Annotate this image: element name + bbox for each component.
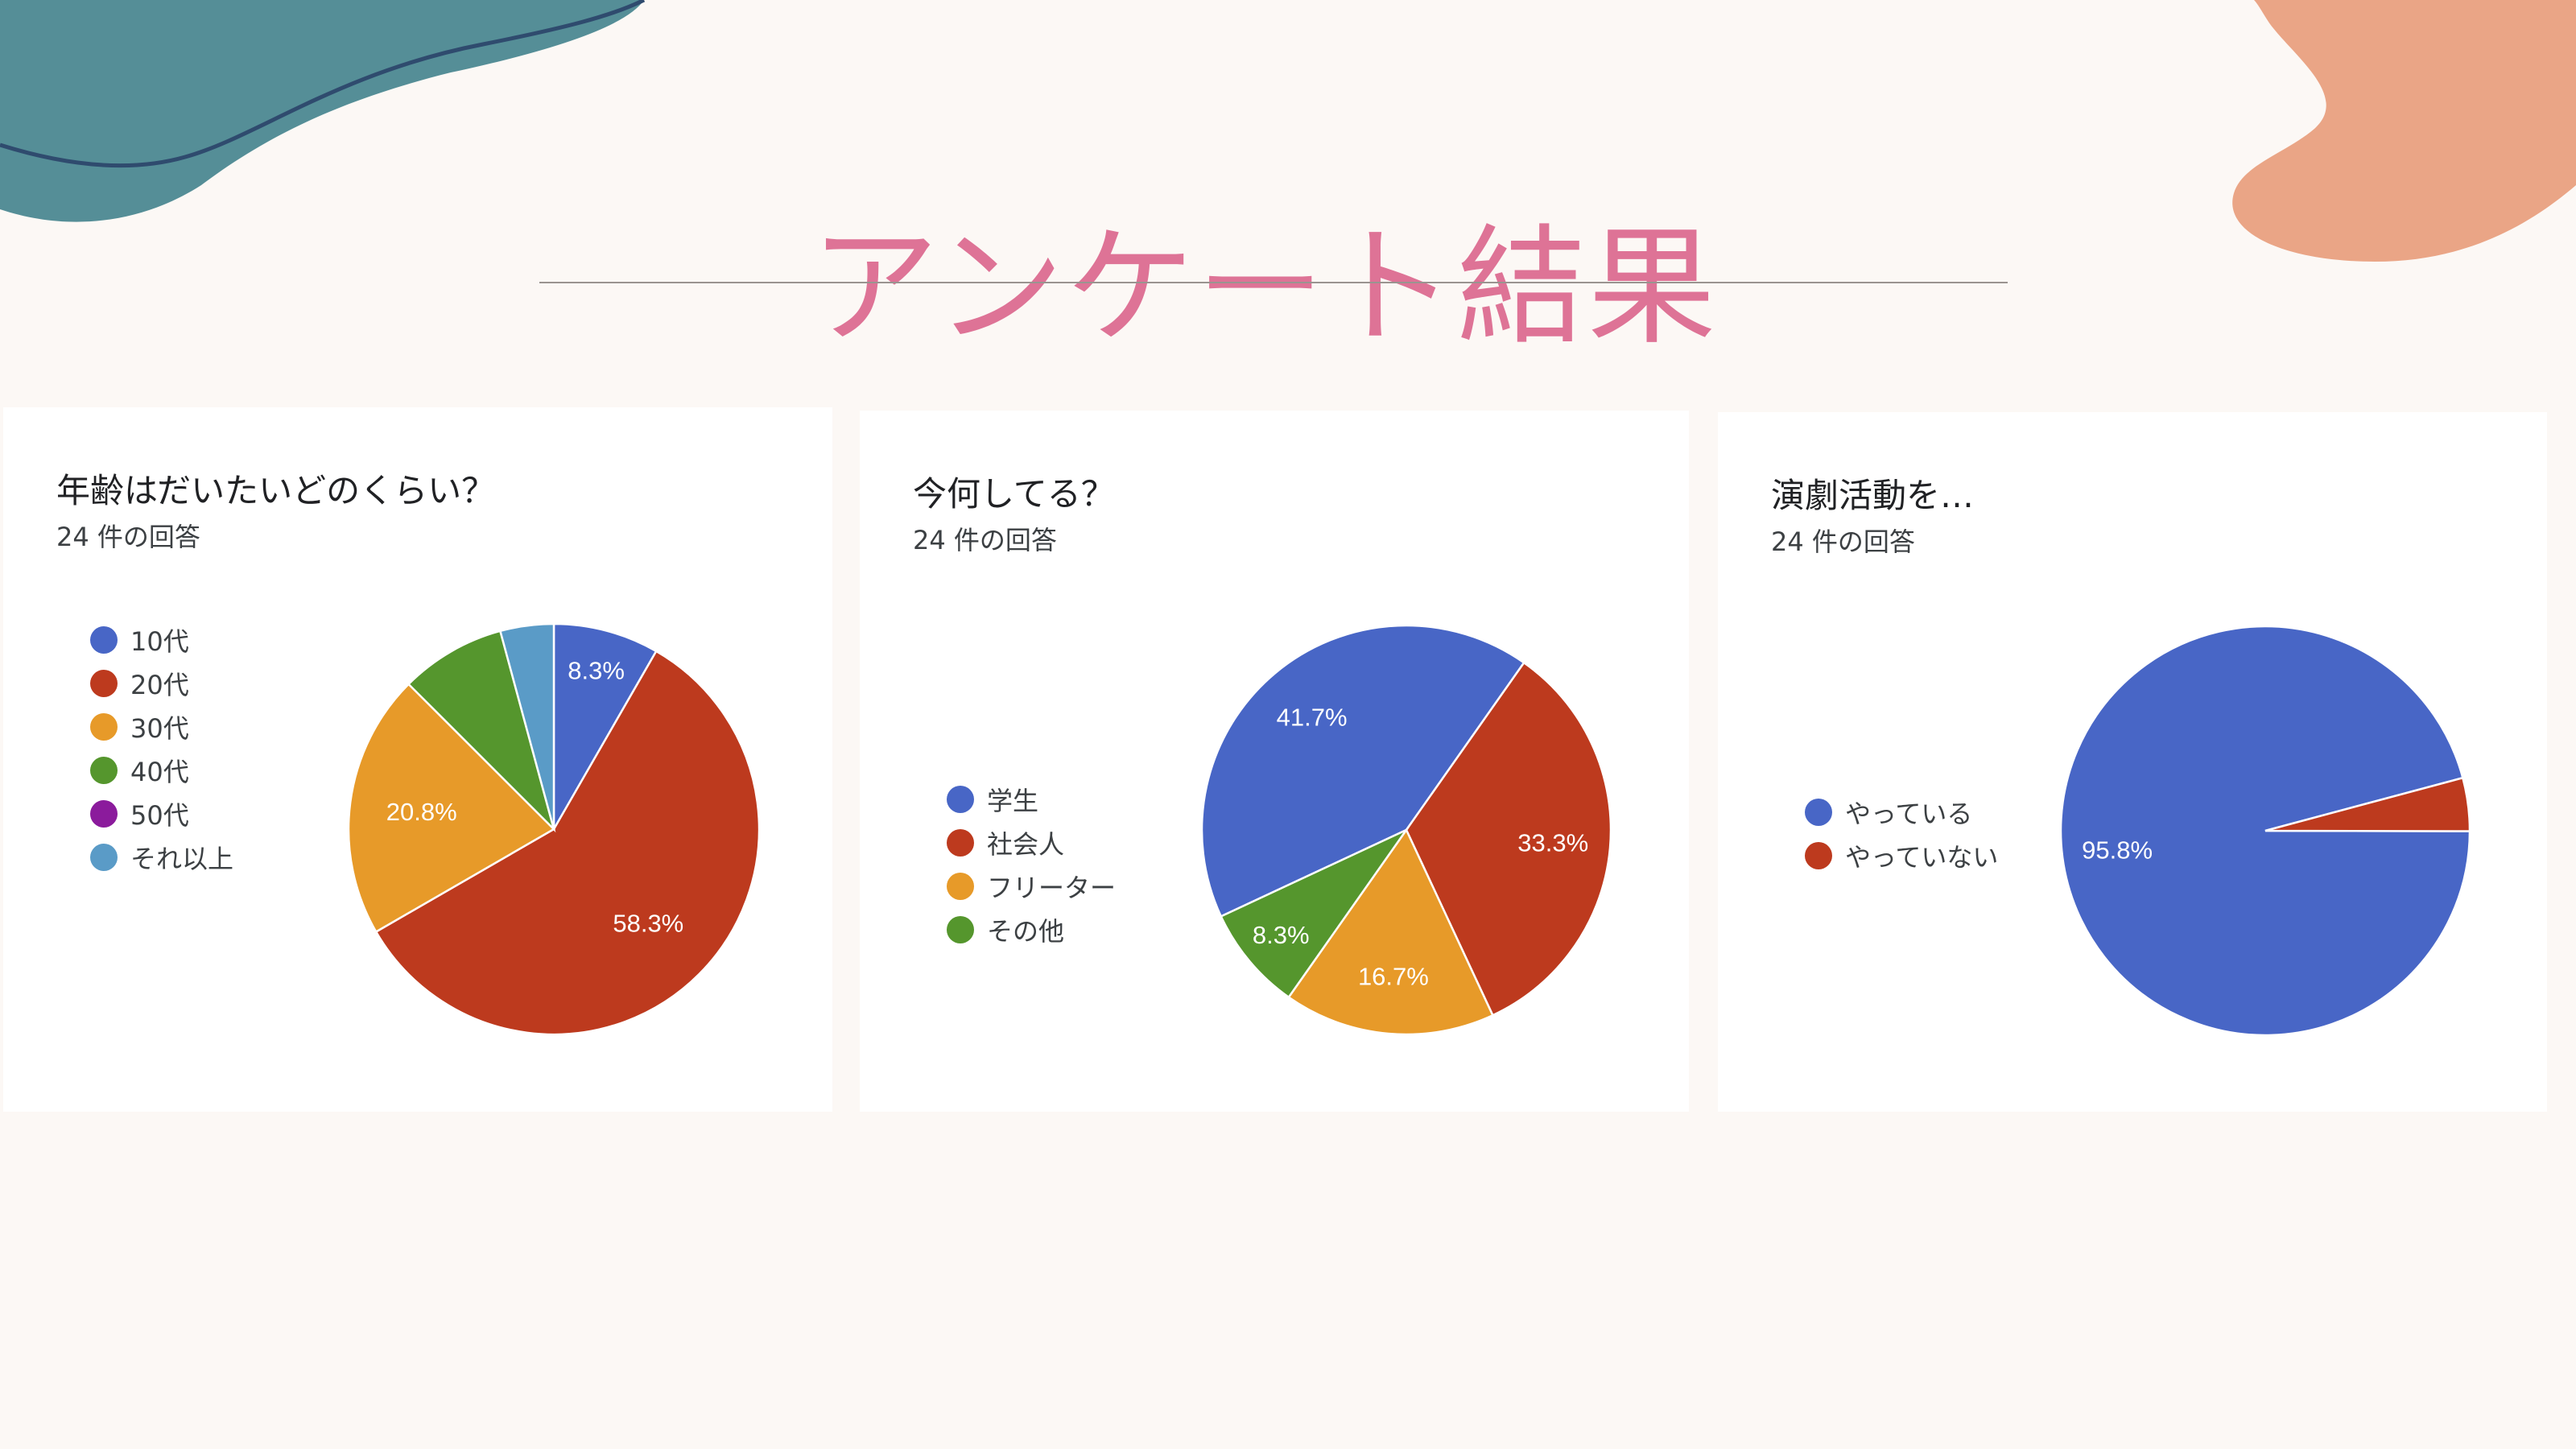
legend-label: 学生 — [987, 786, 1039, 816]
legend-item: 40代 — [90, 749, 233, 792]
pie-slice — [552, 622, 658, 833]
blob-left-line — [0, 0, 646, 168]
legend-item: その他 — [947, 908, 1116, 952]
legend-label: やっていない — [1845, 842, 1999, 873]
legend-swatch — [947, 916, 974, 943]
decorative-blob-top-right — [2232, 0, 2576, 262]
legend-swatch — [90, 844, 118, 871]
legend-item: 30代 — [90, 705, 233, 749]
legend-item: 社会人 — [947, 821, 1116, 865]
legend-label: フリーター — [987, 873, 1117, 903]
legend-swatch — [90, 670, 118, 697]
legend-swatch — [90, 626, 118, 654]
pie-slice — [498, 622, 555, 830]
response-count: 24 件の回答 — [56, 522, 200, 552]
chart-legend: 学生社会人フリーターその他 — [947, 778, 1116, 952]
pie-slice — [1200, 624, 1525, 919]
slice-value-label: 95.8% — [2082, 836, 2153, 865]
pie-chart: 95.8% — [2059, 625, 2471, 1037]
legend-item: やっている — [1805, 791, 1998, 834]
slice-value-label: 16.7% — [1358, 963, 1429, 991]
response-count: 24 件の回答 — [1771, 526, 1915, 557]
slice-value-label: 20.8% — [386, 798, 457, 826]
legend-label: 10代 — [130, 626, 189, 657]
legend-label: 社会人 — [987, 829, 1065, 860]
legend-item: 10代 — [90, 618, 233, 662]
legend-label: 50代 — [130, 800, 189, 831]
legend-label: やっている — [1845, 799, 1973, 829]
pie-slice — [407, 630, 556, 833]
legend-label: 20代 — [130, 670, 189, 700]
legend-swatch — [90, 713, 118, 741]
chart-title: 演劇活動を… — [1771, 476, 1975, 515]
legend-swatch — [1805, 799, 1832, 826]
pie-slice — [374, 650, 761, 1036]
legend-label: それ以上 — [130, 844, 234, 874]
legend-swatch — [947, 873, 974, 900]
pie-slice — [347, 683, 556, 934]
chart-card-occupation: 今何してる？ 24 件の回答 学生社会人フリーターその他 41.7% 33.3% 1… — [860, 411, 1689, 1112]
pie-slice — [1287, 828, 1495, 1036]
decorative-blob-top-left — [0, 0, 646, 222]
blob-left-shape — [0, 0, 644, 222]
legend-item: 20代 — [90, 662, 233, 705]
blob-right-shape — [2232, 0, 2576, 262]
slice-value-label: 8.3% — [568, 656, 625, 684]
legend-swatch — [947, 786, 974, 813]
pie-chart: 41.7% 33.3% 16.7% 8.3% — [1200, 624, 1612, 1036]
pie-chart: 8.3% 58.3% 20.8% — [347, 622, 761, 1036]
legend-swatch — [90, 757, 118, 784]
legend-item: やっていない — [1805, 834, 1998, 877]
chart-card-age: 年齢はだいたいどのくらい？ 24 件の回答 10代 20代 30代 40代 50代それ以… — [3, 407, 832, 1112]
slice-value-label: 58.3% — [613, 910, 683, 938]
page-title: アンケート結果 — [810, 212, 1718, 363]
legend-item: フリーター — [947, 865, 1116, 908]
chart-title: 年齢はだいたいどのくらい？ — [56, 471, 496, 510]
chart-title: 今何してる？ — [913, 474, 1115, 514]
pie-slice — [2264, 776, 2471, 832]
pie-slice — [1405, 661, 1612, 1017]
legend-swatch — [947, 829, 974, 857]
legend-swatch — [1805, 842, 1832, 869]
slice-value-label: 8.3% — [1253, 921, 1310, 949]
chart-legend: 10代 20代 30代 40代 50代それ以上 — [90, 618, 233, 879]
legend-label: 40代 — [130, 757, 189, 787]
slice-value-label: 41.7% — [1277, 703, 1348, 731]
slice-value-label: 33.3% — [1517, 829, 1588, 857]
chart-card-theater: 演劇活動を… 24 件の回答 やっているやっていない 95.8% — [1718, 412, 2547, 1112]
legend-label: その他 — [987, 916, 1065, 947]
response-count: 24 件の回答 — [913, 525, 1057, 555]
legend-item: 50代 — [90, 792, 233, 836]
legend-swatch — [90, 800, 118, 828]
chart-legend: やっているやっていない — [1805, 791, 1998, 877]
legend-item: それ以上 — [90, 836, 233, 879]
pie-slice — [1220, 827, 1410, 999]
legend-item: 学生 — [947, 778, 1116, 821]
title-divider — [539, 282, 2008, 283]
legend-label: 30代 — [130, 713, 189, 744]
